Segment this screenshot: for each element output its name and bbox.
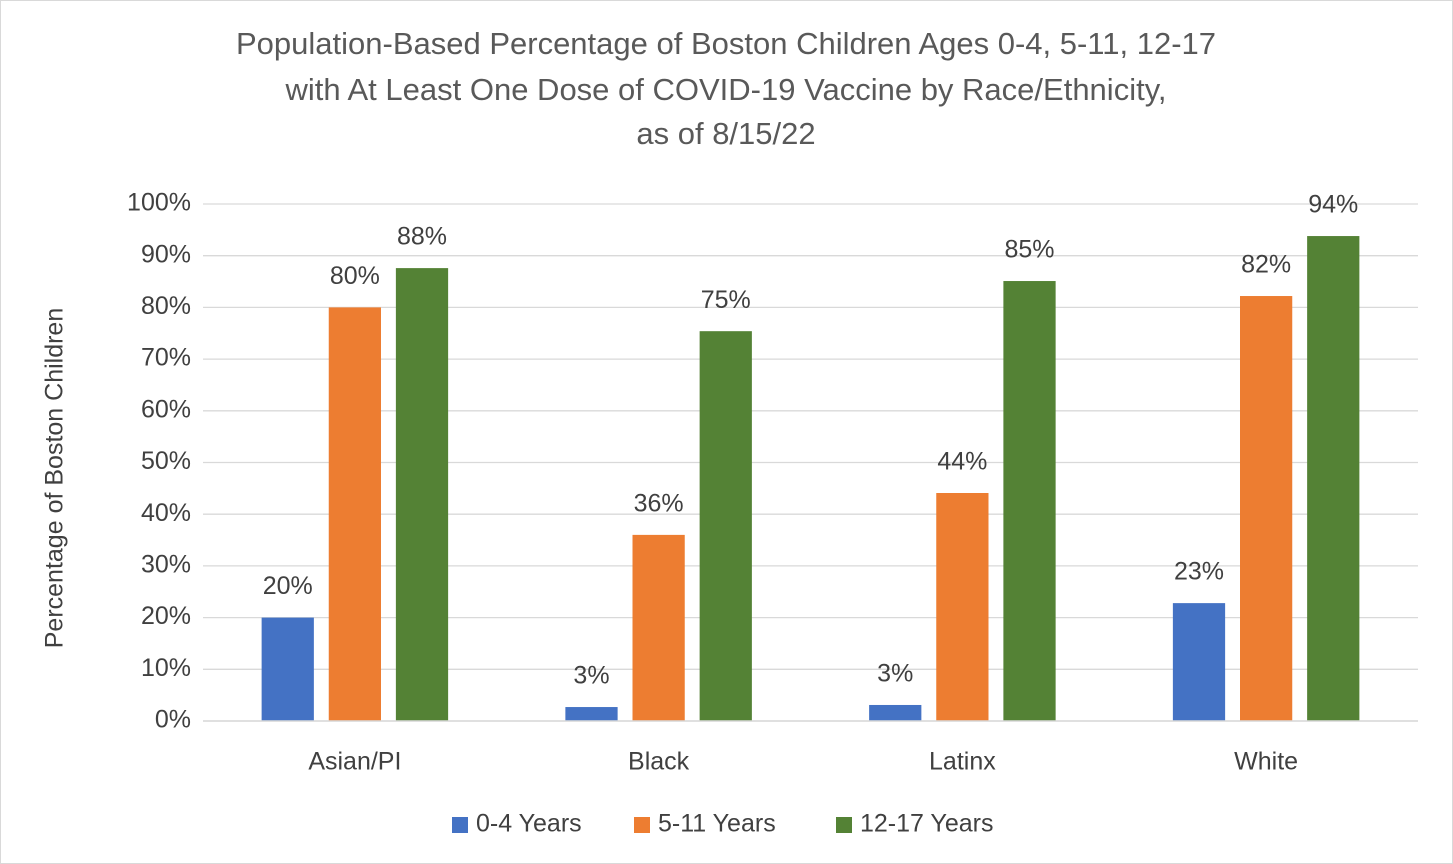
data-label: 3%	[877, 660, 913, 688]
bar	[869, 704, 922, 721]
y-tick-label: 50%	[141, 447, 191, 475]
chart-title: with At Least One Dose of COVID-19 Vacci…	[284, 72, 1166, 107]
data-label: 85%	[1004, 236, 1054, 264]
bar	[1307, 236, 1360, 721]
data-label: 44%	[937, 448, 987, 476]
data-label: 75%	[701, 286, 751, 314]
legend-swatch	[634, 817, 650, 833]
x-tick-label: White	[1234, 748, 1298, 776]
legend-label: 5-11 Years	[658, 810, 776, 838]
y-axis-label: Percentage of Boston Children	[41, 308, 69, 649]
legend-label: 12-17 Years	[860, 810, 993, 838]
y-tick-label: 0%	[155, 706, 191, 734]
bar	[632, 534, 685, 721]
bar	[565, 707, 618, 721]
bar	[1003, 281, 1056, 721]
x-tick-label: Latinx	[929, 748, 996, 776]
y-tick-label: 70%	[141, 344, 191, 372]
data-label: 80%	[330, 262, 380, 290]
data-label: 36%	[634, 489, 684, 517]
legend-label: 0-4 Years	[476, 810, 582, 838]
chart-title: as of 8/15/22	[636, 116, 815, 151]
y-tick-label: 80%	[141, 292, 191, 320]
y-tick-label: 30%	[141, 551, 191, 579]
y-tick-label: 40%	[141, 499, 191, 527]
data-label: 82%	[1241, 251, 1291, 279]
data-label: 23%	[1174, 558, 1224, 586]
bar	[699, 331, 752, 721]
bar	[328, 307, 381, 721]
bar	[1172, 603, 1226, 721]
data-label: 94%	[1308, 191, 1358, 219]
legend-swatch	[836, 817, 852, 833]
x-tick-label: Black	[628, 748, 690, 776]
data-label: 3%	[573, 662, 609, 690]
chart-title: Population-Based Percentage of Boston Ch…	[236, 26, 1216, 61]
y-tick-label: 10%	[141, 654, 191, 682]
data-label: 88%	[397, 223, 447, 251]
bar	[936, 493, 989, 721]
data-label: 20%	[263, 572, 313, 600]
bar	[1240, 296, 1293, 721]
bar	[395, 268, 449, 721]
y-tick-label: 60%	[141, 395, 191, 423]
y-tick-label: 90%	[141, 240, 191, 268]
y-tick-label: 100%	[127, 189, 191, 217]
bar	[261, 617, 314, 721]
y-tick-label: 20%	[141, 602, 191, 630]
legend-swatch	[452, 817, 468, 833]
x-tick-label: Asian/PI	[308, 748, 401, 776]
